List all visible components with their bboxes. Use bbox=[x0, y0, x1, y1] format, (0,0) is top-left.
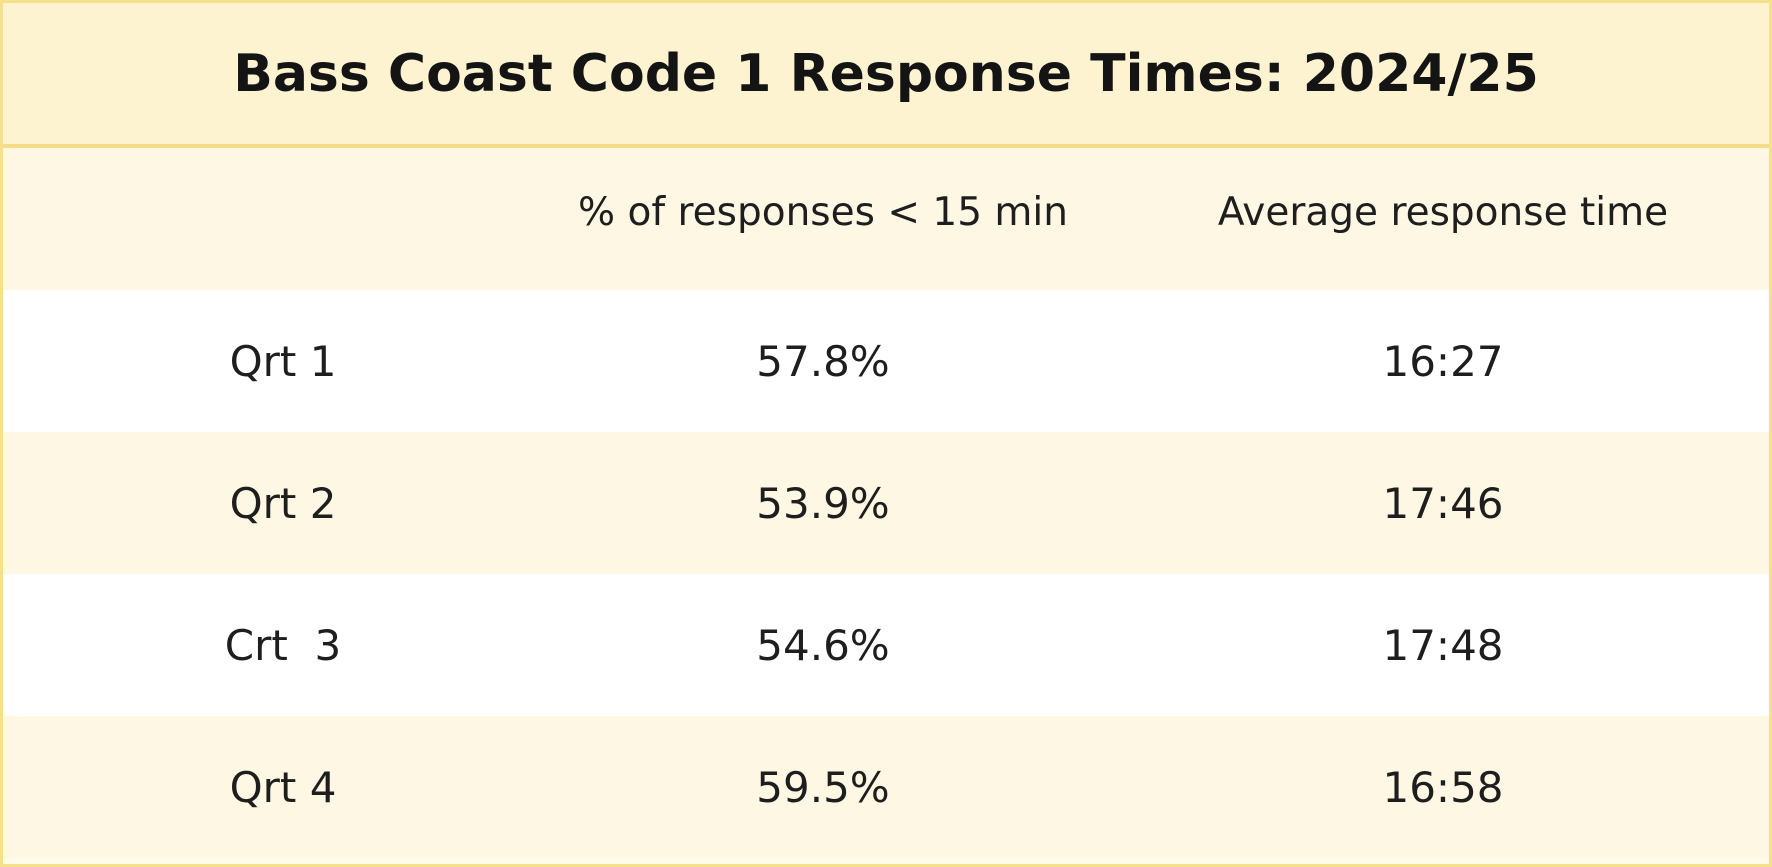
header-cell-label bbox=[153, 148, 413, 290]
row-pct: 57.8% bbox=[756, 336, 890, 386]
row-pct: 53.9% bbox=[756, 478, 890, 528]
table-header-row: % of responses < 15 min Average response… bbox=[3, 148, 1769, 290]
table-row: Qrt 4 59.5% 16:58 bbox=[3, 716, 1769, 858]
row-avg: 17:46 bbox=[1382, 478, 1504, 528]
row-label: Crt 3 bbox=[224, 620, 342, 670]
row-pct: 59.5% bbox=[756, 762, 890, 812]
row-avg: 17:48 bbox=[1382, 620, 1504, 670]
table-title: Bass Coast Code 1 Response Times: 2024/2… bbox=[233, 43, 1539, 104]
row-label: Qrt 1 bbox=[229, 336, 337, 386]
row-label: Qrt 2 bbox=[229, 478, 337, 528]
response-times-table: % of responses < 15 min Average response… bbox=[3, 148, 1769, 858]
table-row: Qrt 1 57.8% 16:27 bbox=[3, 290, 1769, 432]
table-row: Crt 3 54.6% 17:48 bbox=[3, 574, 1769, 716]
header-cell-pct: % of responses < 15 min bbox=[578, 189, 1068, 235]
row-avg: 16:58 bbox=[1382, 762, 1504, 812]
header-cell-avg: Average response time bbox=[1217, 189, 1669, 235]
row-pct: 54.6% bbox=[756, 620, 890, 670]
row-label: Qrt 4 bbox=[229, 762, 337, 812]
title-band: Bass Coast Code 1 Response Times: 2024/2… bbox=[3, 3, 1769, 148]
table-row: Qrt 2 53.9% 17:46 bbox=[3, 432, 1769, 574]
row-avg: 16:27 bbox=[1382, 336, 1504, 386]
